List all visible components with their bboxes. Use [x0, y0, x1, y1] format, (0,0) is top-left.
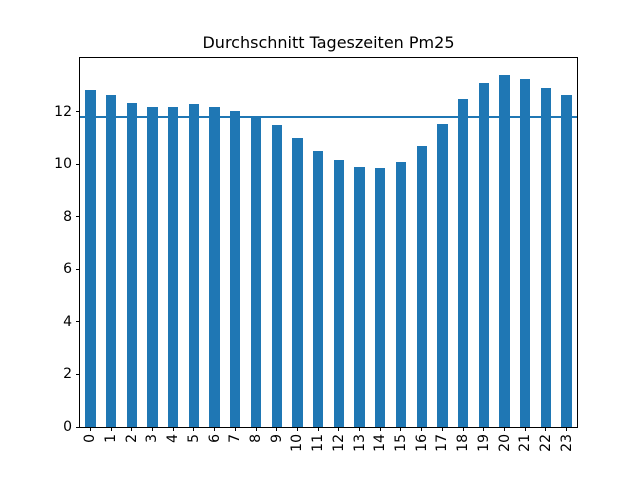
y-tick-mark [76, 163, 80, 165]
x-tick-mark [255, 427, 257, 431]
x-tick-label: 7 [227, 434, 244, 443]
y-tick-label: 4 [63, 313, 72, 330]
x-tick-mark [359, 427, 361, 431]
bar-hour-23 [561, 94, 572, 427]
x-tick-label: 18 [455, 434, 472, 452]
x-tick-mark [193, 427, 195, 431]
bar-hour-6 [209, 106, 220, 427]
chart-title: Durchschnitt Tageszeiten Pm25 [202, 33, 455, 52]
bar-hour-2 [126, 102, 137, 427]
x-tick-mark [524, 427, 526, 431]
x-tick-label: 21 [517, 434, 534, 452]
y-tick-mark [76, 321, 80, 323]
x-tick-label: 23 [558, 434, 575, 452]
x-tick-mark [338, 427, 340, 431]
x-tick-label: 2 [123, 434, 140, 443]
x-tick-label: 8 [248, 434, 265, 443]
x-tick-label: 11 [310, 434, 327, 452]
y-tick-mark [76, 426, 80, 428]
x-tick-label: 17 [434, 434, 451, 452]
y-tick-mark [76, 373, 80, 375]
x-tick-label: 5 [185, 434, 202, 443]
x-tick-mark [545, 427, 547, 431]
bar-hour-19 [478, 82, 489, 427]
y-tick-label: 2 [63, 366, 72, 383]
x-tick-mark [89, 427, 91, 431]
x-tick-label: 15 [392, 434, 409, 452]
x-tick-mark [400, 427, 402, 431]
x-tick-label: 19 [475, 434, 492, 452]
x-tick-mark [441, 427, 443, 431]
plot-area [79, 57, 578, 428]
bar-hour-3 [147, 106, 158, 427]
bar-hour-18 [457, 98, 469, 427]
bar-hour-9 [271, 124, 282, 427]
x-tick-mark [483, 427, 485, 431]
bar-hour-0 [85, 89, 96, 427]
x-tick-mark [296, 427, 298, 431]
y-tick-label: 10 [54, 156, 72, 173]
bar-hour-16 [416, 145, 427, 427]
x-tick-label: 4 [165, 434, 182, 443]
bar-hour-11 [312, 151, 324, 427]
x-tick-label: 13 [351, 434, 368, 452]
bar-hour-1 [105, 94, 117, 427]
x-tick-label: 22 [537, 434, 554, 452]
x-tick-mark [566, 427, 568, 431]
bar-hour-22 [540, 88, 552, 427]
x-tick-mark [317, 427, 319, 431]
y-tick-label: 8 [63, 208, 72, 225]
x-tick-mark [172, 427, 174, 431]
x-tick-label: 9 [268, 434, 285, 443]
x-tick-label: 3 [144, 434, 161, 443]
bar-hour-17 [437, 123, 448, 427]
bar-hour-15 [395, 161, 407, 427]
mean-line [80, 115, 577, 118]
x-tick-label: 16 [413, 434, 430, 452]
x-tick-label: 10 [289, 434, 306, 452]
y-tick-mark [76, 111, 80, 113]
x-tick-label: 14 [372, 434, 389, 452]
bar-hour-7 [230, 110, 241, 427]
bar-hour-13 [354, 167, 365, 427]
y-tick-label: 12 [54, 103, 72, 120]
bar-hour-12 [333, 160, 345, 427]
x-tick-mark [131, 427, 133, 431]
x-tick-mark [234, 427, 236, 431]
y-tick-mark [76, 268, 80, 270]
bar-hour-4 [168, 106, 179, 427]
x-tick-mark [504, 427, 506, 431]
bar-hour-5 [188, 103, 200, 427]
bar-hour-10 [292, 138, 303, 427]
bar-hour-14 [375, 168, 386, 427]
y-tick-label: 0 [63, 419, 72, 435]
x-tick-mark [421, 427, 423, 431]
x-tick-mark [462, 427, 464, 431]
x-tick-label: 12 [330, 434, 347, 452]
x-tick-mark [151, 427, 153, 431]
x-tick-mark [276, 427, 278, 431]
bar-hour-20 [499, 75, 510, 427]
x-tick-mark [379, 427, 381, 431]
x-tick-mark [110, 427, 112, 431]
y-tick-mark [76, 216, 80, 218]
x-tick-label: 1 [103, 434, 120, 443]
bar-hour-21 [520, 79, 531, 427]
x-tick-label: 20 [496, 434, 513, 452]
bar-hour-8 [250, 117, 262, 427]
x-tick-label: 6 [206, 434, 223, 443]
y-tick-label: 6 [63, 261, 72, 278]
x-tick-mark [214, 427, 216, 431]
x-tick-label: 0 [82, 434, 99, 443]
